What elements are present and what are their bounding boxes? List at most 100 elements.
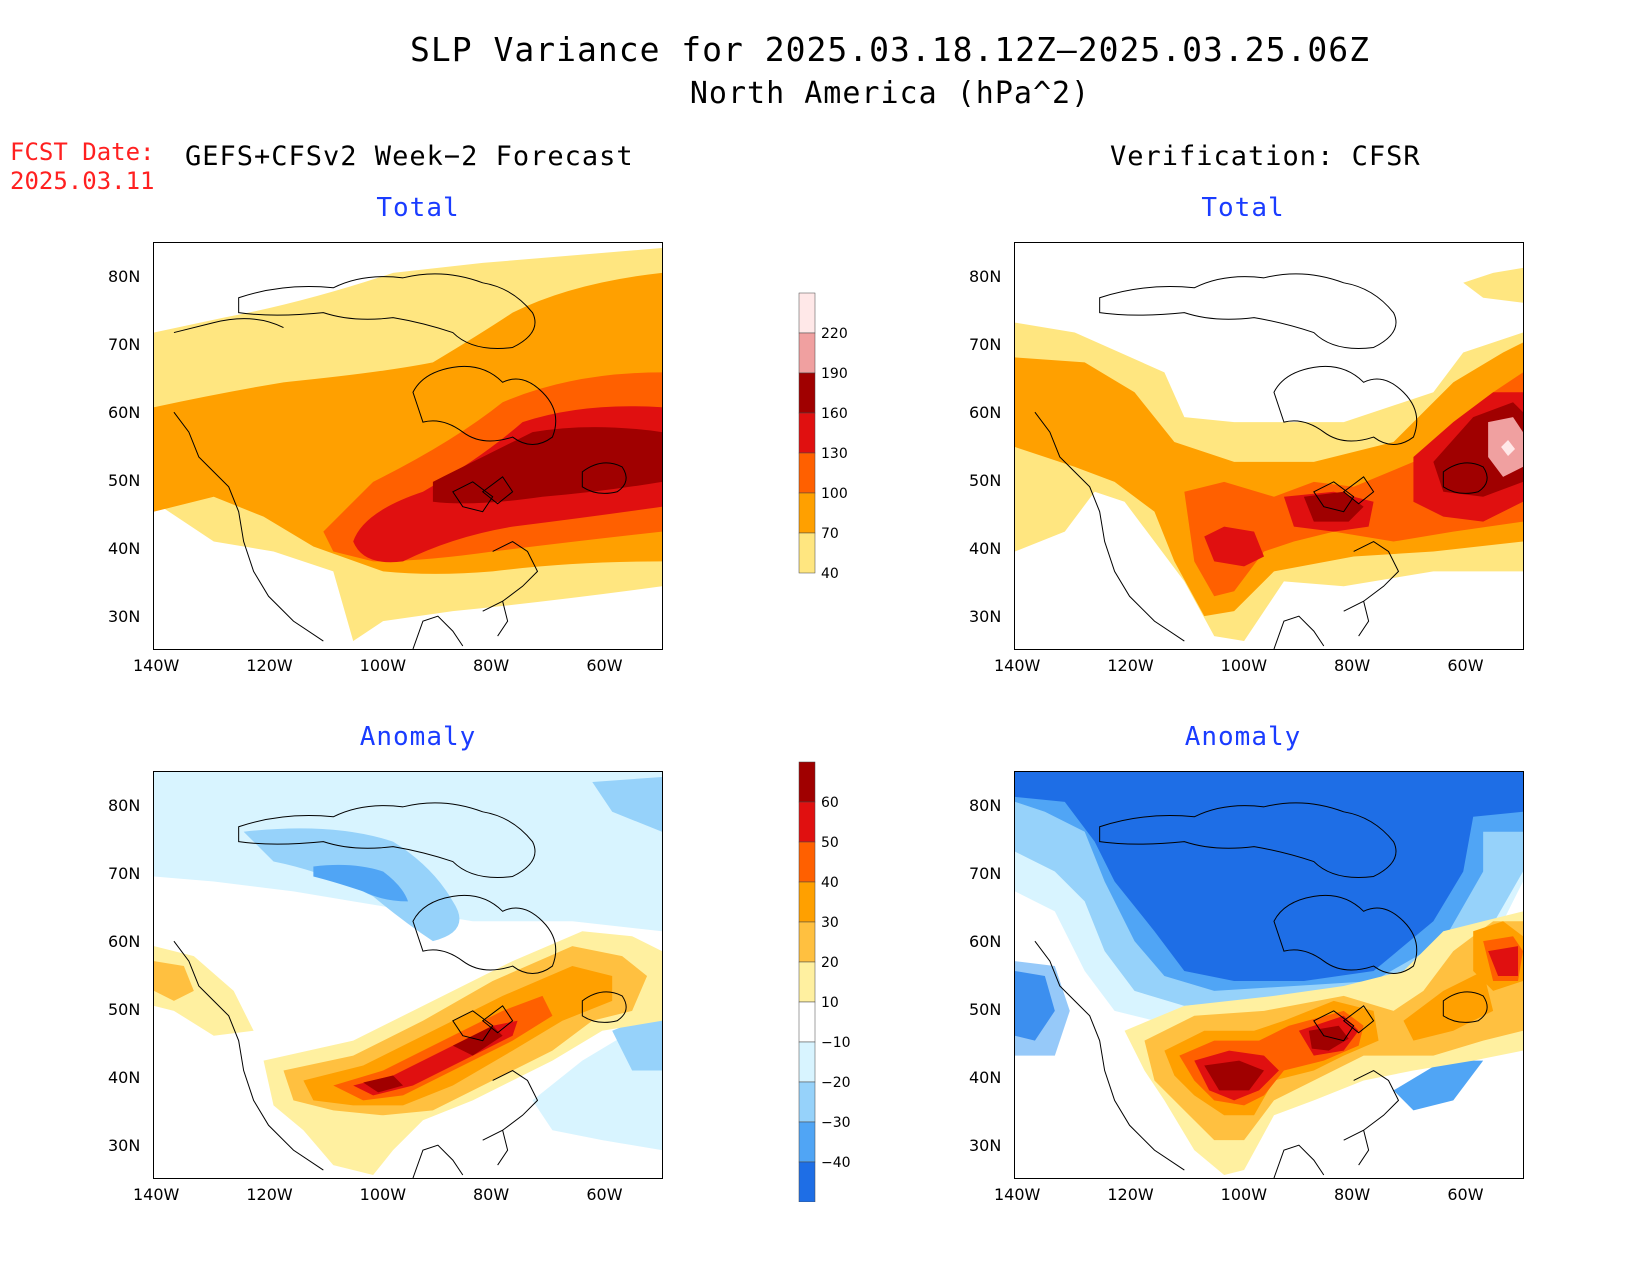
contour-minus30-se (1393, 1060, 1484, 1111)
colorbar-label: 130 (821, 446, 848, 462)
x-tick-label: 140W (994, 1185, 1041, 1204)
fcst-date-value: 2025.03.11 (10, 167, 155, 195)
colorbar-label: 20 (821, 955, 839, 971)
verification-anomaly-field (1015, 772, 1523, 1178)
map-subtitle: North America (hPa^2) (689, 76, 1091, 111)
x-tick-label: 100W (1220, 656, 1268, 675)
colorbar-label: −40 (821, 1155, 851, 1171)
y-tick-label: 60N (108, 403, 141, 422)
x-tick-label: 100W (1220, 1185, 1268, 1204)
x-tick-label: 60W (1447, 656, 1484, 675)
colorbar-label: 60 (821, 795, 839, 811)
x-tick-label: 140W (994, 656, 1041, 675)
panel-title-verification-anomaly: Anomaly (1184, 722, 1302, 752)
y-tick-label: 80N (108, 796, 141, 815)
colorbar-swatch (798, 412, 816, 454)
colorbar-label: 70 (821, 526, 839, 542)
panel-title-verification-total: Total (1201, 193, 1285, 223)
x-tick-label: 80W (1334, 656, 1371, 675)
x-tick-label: 120W (1107, 1185, 1154, 1204)
y-tick-label: 70N (969, 864, 1002, 883)
y-tick-label: 80N (969, 267, 1002, 286)
map-panel-forecast-anomaly (153, 771, 663, 1179)
x-tick-label: 120W (1107, 656, 1154, 675)
contour-130-160 (1204, 392, 1523, 567)
contour-70-100 (1015, 342, 1523, 617)
colorbar-label: 190 (821, 366, 848, 382)
x-tick-label: 140W (133, 656, 180, 675)
y-tick-label: 50N (108, 1000, 141, 1019)
map-panel-forecast-total (153, 242, 663, 650)
colorbar-swatch (798, 921, 816, 963)
x-tick-label: 60W (1447, 1185, 1484, 1204)
colorbar-swatch (798, 761, 816, 803)
contour-40-70-north (1463, 267, 1523, 303)
x-tick-label: 100W (359, 1185, 407, 1204)
verification-total-field (1015, 243, 1523, 649)
coastline-outline (173, 802, 627, 1178)
y-tick-label: 40N (969, 1068, 1002, 1087)
forecast-heading: GEFS+CFSv2 Week−2 Forecast (185, 141, 634, 172)
x-tick-label: 120W (246, 1185, 293, 1204)
contour-220-plus (1501, 440, 1516, 456)
colorbar-label: −30 (821, 1115, 851, 1131)
contour-minus10-minus20 (154, 772, 662, 932)
y-tick-label: 50N (969, 1000, 1002, 1019)
y-tick-label: 30N (969, 1136, 1002, 1155)
coastline-outline (173, 273, 627, 649)
y-tick-label: 60N (969, 403, 1002, 422)
colorbar-swatch (798, 452, 816, 494)
colorbar-swatch (798, 801, 816, 843)
coastline-outline (1034, 273, 1488, 649)
forecast-total-field (154, 243, 662, 649)
contour-160-190 (432, 427, 662, 504)
colorbar-label: −20 (821, 1075, 851, 1091)
y-tick-label: 40N (108, 539, 141, 558)
colorbar-label: 100 (821, 486, 848, 502)
colorbar-swatch (798, 961, 816, 1003)
y-tick-label: 50N (969, 471, 1002, 490)
anomaly-colorbar: 60 50 40 30 20 10 −10 −20 −30 −40 (798, 761, 851, 1202)
colorbar-swatch (798, 881, 816, 923)
x-tick-label: 60W (586, 1185, 623, 1204)
colorbar-swatch (798, 1121, 816, 1163)
total-colorbar: 220 190 160 130 100 70 40 (798, 292, 848, 582)
colorbar-label: 220 (821, 326, 848, 342)
x-tick-label: 80W (1334, 1185, 1371, 1204)
colorbar-swatch (798, 332, 816, 374)
fcst-date-block: FCST Date: 2025.03.11 (10, 138, 155, 196)
y-tick-label: 70N (108, 864, 141, 883)
y-tick-label: 30N (108, 1136, 141, 1155)
panel-title-forecast-total: Total (376, 193, 460, 223)
contour-plus40-plus50 (333, 995, 553, 1101)
contour-plus60 (363, 1025, 503, 1093)
map-panel-verification-anomaly (1014, 771, 1524, 1179)
colorbar-swatch (798, 1081, 816, 1123)
colorbar-swatch (798, 292, 816, 334)
y-tick-label: 80N (108, 267, 141, 286)
y-tick-label: 50N (108, 471, 141, 490)
colorbar-label: 40 (821, 566, 839, 582)
colorbar-label: 40 (821, 875, 839, 891)
colorbar-label: 10 (821, 995, 839, 1011)
y-tick-label: 60N (108, 932, 141, 951)
y-tick-label: 60N (969, 932, 1002, 951)
contour-minus40 (1015, 772, 1523, 981)
x-tick-label: 80W (473, 656, 510, 675)
colorbar-label: 50 (821, 835, 839, 851)
coastline-outline (1034, 802, 1488, 1178)
contour-minus30-minus40 (313, 864, 408, 902)
y-tick-label: 70N (969, 335, 1002, 354)
y-tick-label: 30N (108, 607, 141, 626)
x-tick-label: 120W (246, 656, 293, 675)
colorbar-label: 160 (821, 406, 848, 422)
colorbar-label: 30 (821, 915, 839, 931)
y-tick-label: 40N (108, 1068, 141, 1087)
y-tick-label: 30N (969, 607, 1002, 626)
verification-heading: Verification: CFSR (1110, 141, 1421, 172)
x-tick-label: 100W (359, 656, 407, 675)
y-tick-label: 80N (969, 796, 1002, 815)
fcst-date-label: FCST Date: (10, 138, 155, 166)
forecast-anomaly-field (154, 772, 662, 1178)
y-tick-label: 70N (108, 335, 141, 354)
